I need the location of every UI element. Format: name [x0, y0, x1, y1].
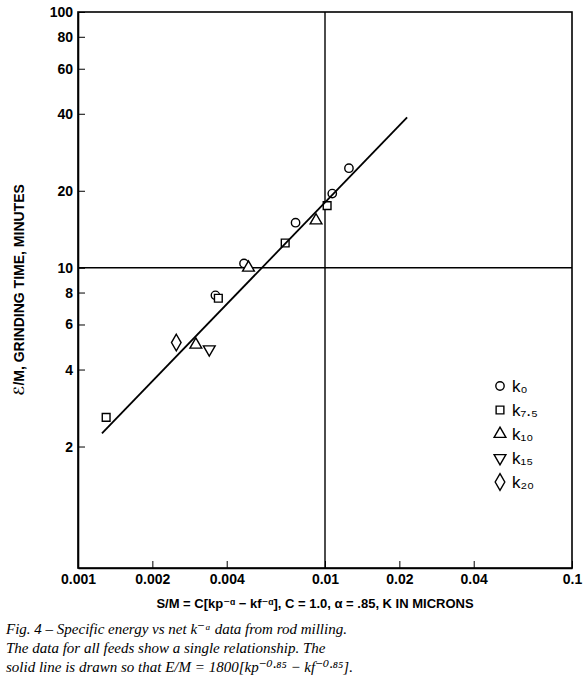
- reference-line-y: [78, 267, 572, 268]
- data-point: [345, 164, 353, 172]
- legend-item: k₁₅: [494, 449, 533, 468]
- x-tick-label: 0.1: [563, 571, 583, 587]
- legend-marker: [494, 427, 506, 437]
- x-tick-label: 0.004: [210, 571, 245, 587]
- y-tick: 4: [65, 362, 85, 378]
- y-tick-mark: [78, 324, 85, 325]
- legend: k₀ k₇.₅ k₁₀ k₁₅ k₂₀: [494, 377, 538, 492]
- caption-line: Fig. 4 – Specific energy vs net k⁻ᵅ data…: [5, 621, 347, 637]
- y-tick-mark: [78, 191, 85, 192]
- y-tick: 100: [50, 4, 85, 20]
- legend-label: k₁₅: [512, 449, 533, 468]
- caption-line: The data for all feeds show a single rel…: [6, 640, 326, 656]
- y-tick-label: 6: [65, 316, 73, 332]
- x-tick: 0.02: [386, 561, 413, 587]
- y-tick: 40: [57, 106, 85, 122]
- legend-label: k₁₀: [512, 425, 533, 444]
- legend-marker: [496, 406, 504, 414]
- data-point: [243, 261, 255, 271]
- x-tick-mark: [474, 561, 475, 568]
- y-tick-label: 2: [65, 439, 73, 455]
- x-tick-mark: [399, 561, 400, 568]
- x-tick-label: 0.01: [312, 571, 339, 587]
- x-tick-label: 0.001: [61, 571, 96, 587]
- data-point: [214, 294, 222, 302]
- y-tick: 8: [65, 285, 85, 301]
- x-tick-mark: [152, 561, 153, 568]
- y-tick: 60: [57, 61, 85, 77]
- data-point: [291, 219, 299, 227]
- chart-container: 0.001 0.002 0.004 0.01 0.02 0.04 0.1 2 4 6 8 10 20 40…: [0, 0, 585, 680]
- y-tick-mark: [78, 114, 85, 115]
- data-point: [171, 334, 181, 351]
- x-axis: 0.001 0.002 0.004 0.01 0.02 0.04 0.1: [61, 561, 582, 587]
- y-tick-mark: [78, 69, 85, 70]
- legend-label: k₀: [512, 377, 528, 396]
- y-tick-label: 8: [65, 285, 73, 301]
- y-tick-label: 20: [57, 183, 73, 199]
- y-tick-label: 100: [50, 4, 74, 20]
- data-point: [203, 346, 215, 356]
- chart-svg: 0.001 0.002 0.004 0.01 0.02 0.04 0.1 2 4 6 8 10 20 40…: [0, 0, 585, 680]
- y-axis-title: ℰ/M, GRINDING TIME, MINUTES: [11, 184, 27, 396]
- legend-marker: [494, 455, 506, 465]
- y-axis: 2 4 6 8 10 20 40 60 80 100: [50, 4, 85, 569]
- reference-line-x: [324, 12, 325, 568]
- y-tick: 6: [65, 316, 85, 332]
- x-tick-label: 0.002: [135, 571, 170, 587]
- x-tick: 0.1: [563, 561, 583, 587]
- y-tick: 80: [57, 29, 85, 45]
- y-tick-mark: [78, 293, 85, 294]
- y-tick-label: 40: [57, 106, 73, 122]
- y-tick-mark: [78, 37, 85, 38]
- legend-item: k₁₀: [494, 425, 533, 444]
- y-tick: 2: [65, 439, 85, 455]
- legend-marker: [495, 474, 505, 491]
- caption-line: solid line is drawn so that E/M = 1800[k…: [6, 659, 353, 675]
- x-tick: 0.004: [210, 561, 245, 587]
- legend-item: k₇.₅: [496, 401, 538, 420]
- y-axis-line: [78, 13, 80, 569]
- y-tick-mark: [78, 370, 85, 371]
- legend-item: k₂₀: [495, 473, 534, 492]
- plot-frame: [78, 12, 572, 568]
- data-point: [102, 414, 110, 422]
- y-tick-mark: [78, 12, 85, 13]
- legend-item: k₀: [496, 377, 528, 396]
- y-tick: 20: [57, 183, 85, 199]
- x-tick: 0.002: [135, 561, 170, 587]
- legend-label: k₇.₅: [512, 401, 538, 420]
- x-axis-title: S/M = C[kp⁻ᵅ − kf⁻ᵅ], C = 1.0, α = .85, …: [156, 596, 474, 611]
- y-tick-label: 80: [57, 29, 73, 45]
- plot-area: 0.001 0.002 0.004 0.01 0.02 0.04 0.1 2 4 6 8 10 20 40…: [50, 4, 583, 587]
- y-tick-label: 60: [57, 61, 73, 77]
- x-tick-mark: [227, 561, 228, 568]
- x-tick: 0.04: [461, 561, 488, 587]
- x-tick-label: 0.02: [386, 571, 413, 587]
- x-tick-mark: [572, 561, 573, 568]
- y-tick-label: 10: [57, 260, 73, 276]
- marks: [78, 12, 572, 568]
- fit-line: [102, 117, 407, 433]
- legend-marker: [496, 382, 504, 390]
- y-tick-mark: [78, 447, 85, 448]
- legend-label: k₂₀: [512, 473, 534, 492]
- y-tick-label: 4: [65, 362, 73, 378]
- x-tick-label: 0.04: [461, 571, 488, 587]
